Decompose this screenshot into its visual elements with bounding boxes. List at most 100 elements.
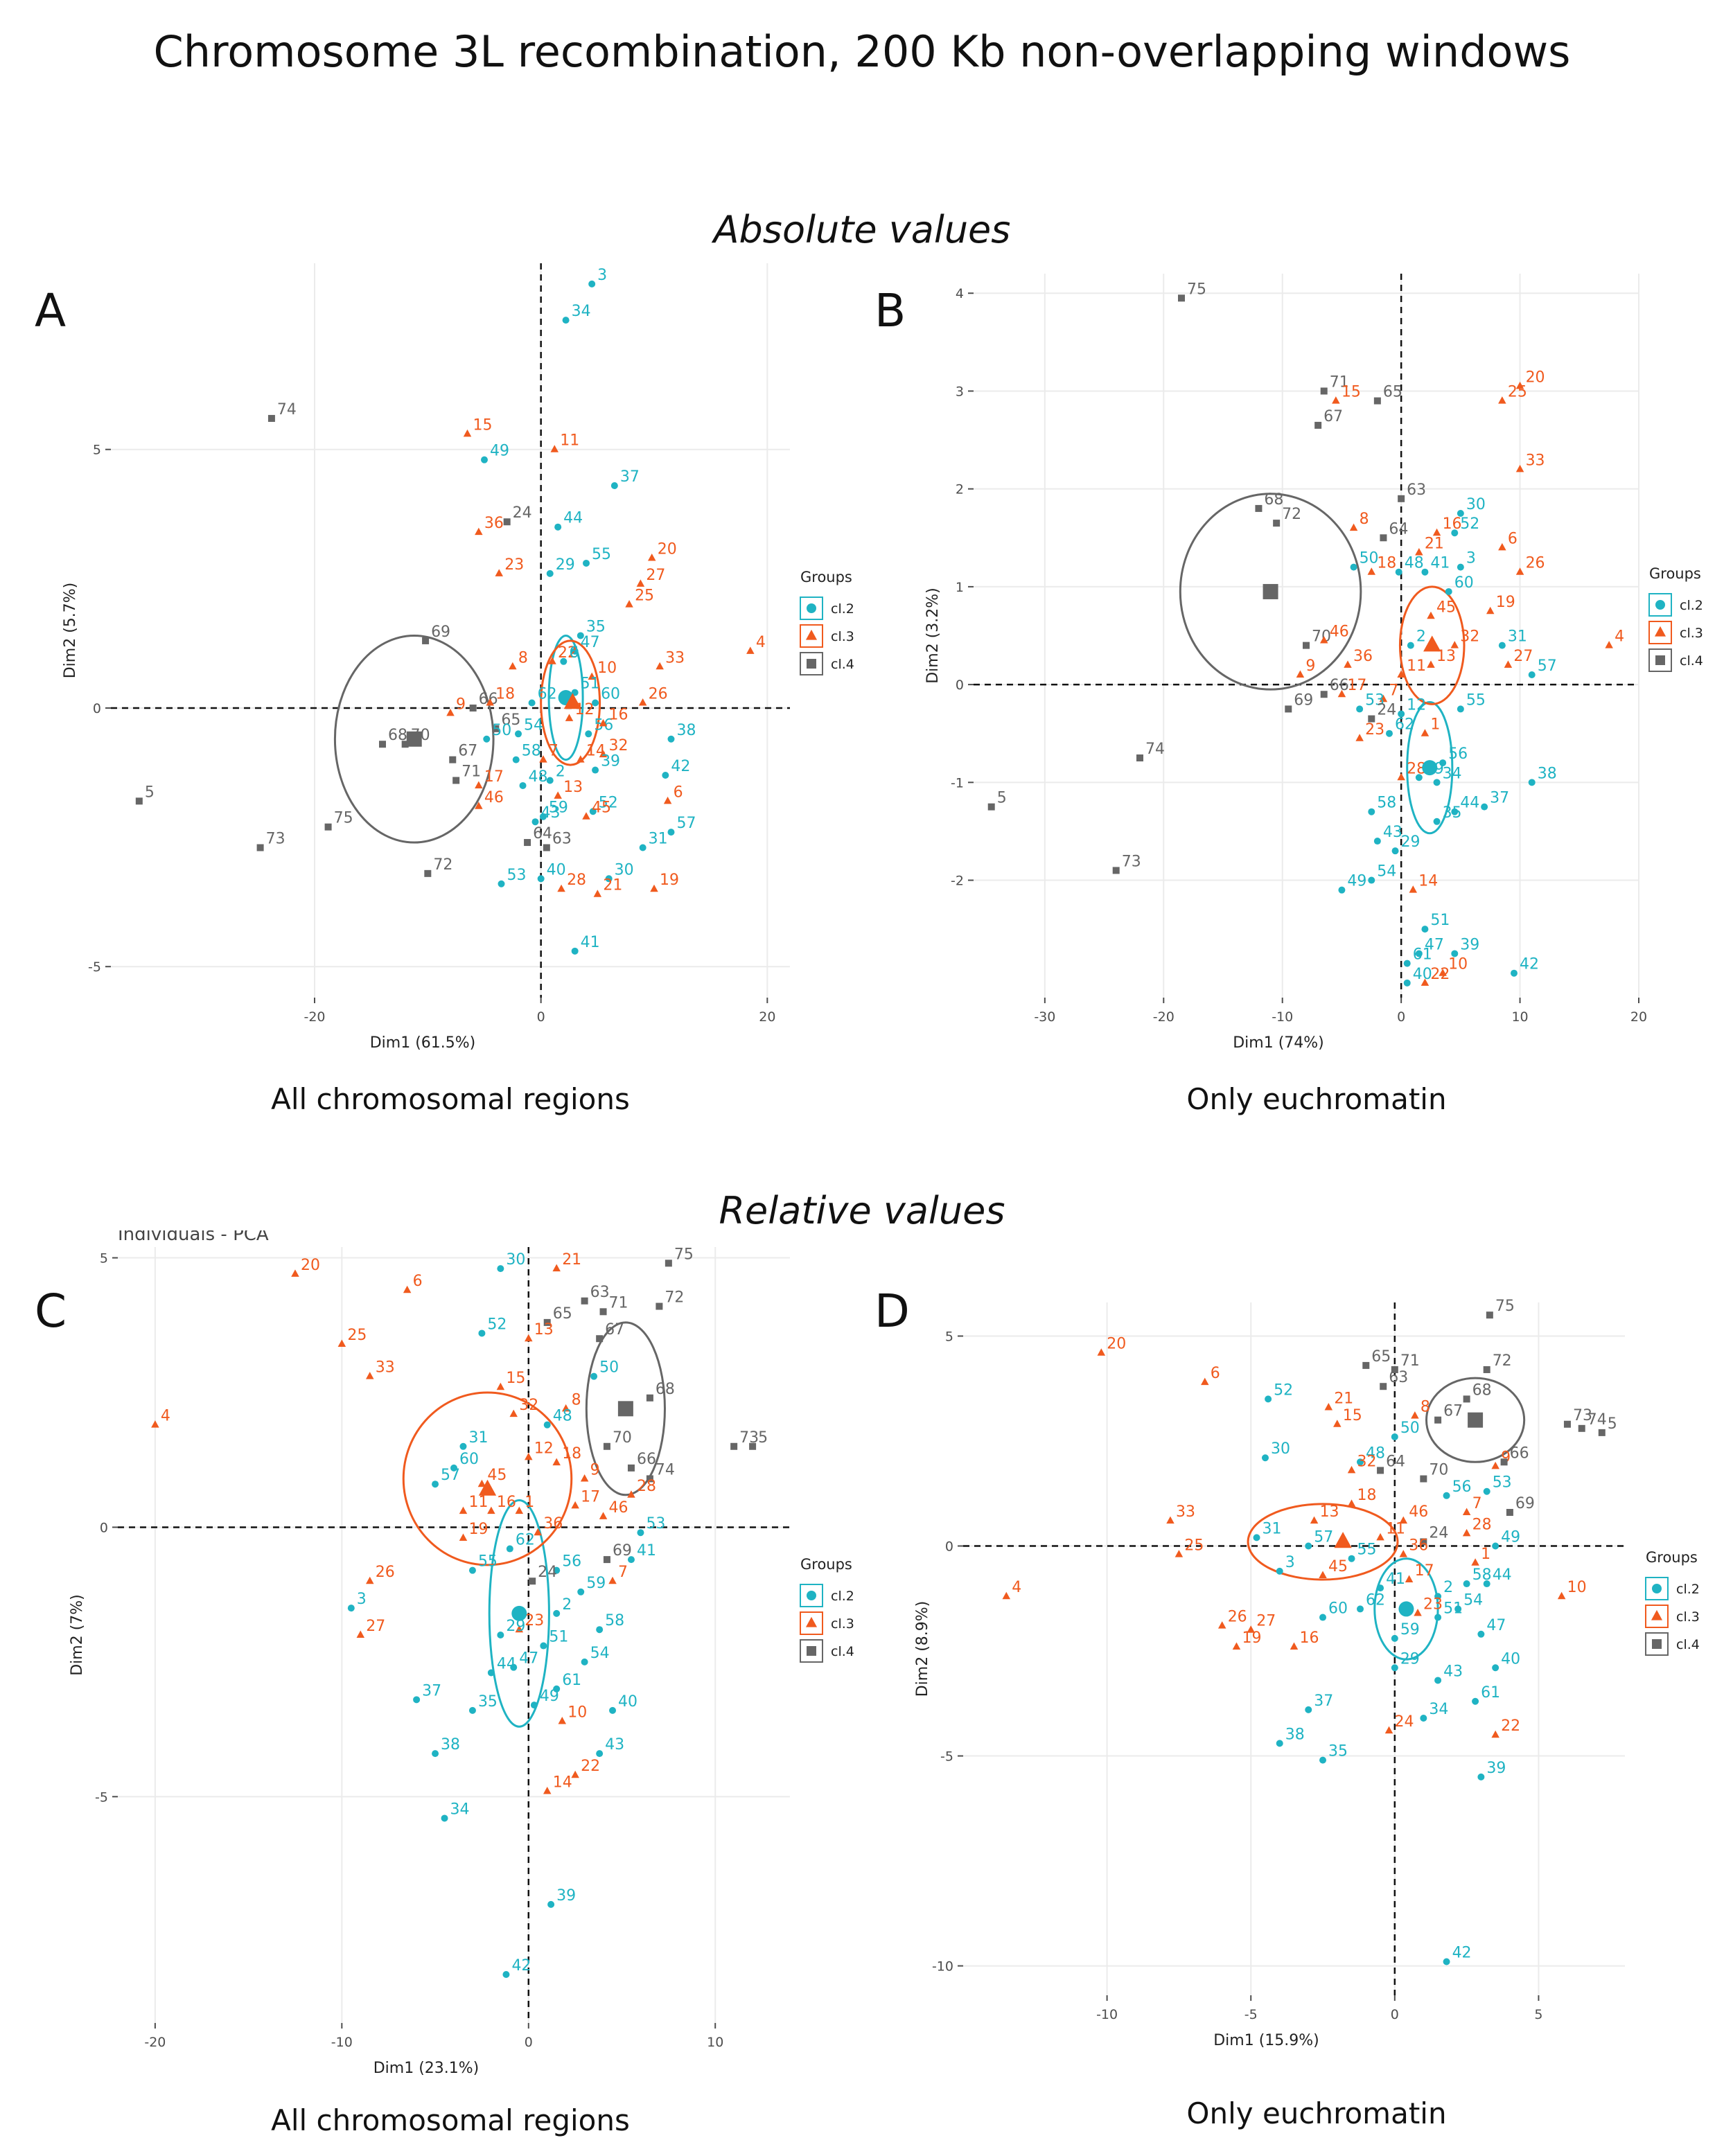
- point-marker: [502, 1971, 510, 1978]
- point-marker: [1439, 969, 1447, 976]
- point-label: 66: [1330, 677, 1349, 694]
- point-label: 17: [1415, 1562, 1434, 1580]
- point-marker: [1515, 381, 1524, 389]
- point-label: 26: [649, 686, 668, 703]
- point-marker: [557, 884, 565, 892]
- point-marker: [1506, 1509, 1513, 1517]
- point-marker: [469, 704, 477, 712]
- point-label: 36: [1353, 648, 1373, 665]
- point-label: 36: [484, 515, 504, 532]
- point-label: 60: [1328, 1600, 1348, 1618]
- point-label: 56: [562, 1553, 581, 1571]
- caption-c: All chromosomal regions: [271, 2103, 630, 2137]
- point-label: 6: [1508, 530, 1518, 547]
- legend-title: Groups: [1649, 565, 1701, 582]
- point-marker: [1457, 509, 1464, 517]
- y-tick-label: 5: [100, 1251, 108, 1266]
- point-label: 6: [569, 644, 579, 662]
- legend-key-cl3: [1651, 1609, 1663, 1620]
- point-label: 5: [145, 784, 155, 801]
- point-marker: [1348, 1555, 1355, 1562]
- point-marker: [543, 1421, 551, 1429]
- y-tick-label: -5: [88, 960, 101, 975]
- point-label: 65: [501, 712, 520, 729]
- point-marker: [446, 708, 455, 716]
- point-label: 32: [609, 737, 628, 754]
- point-marker: [1350, 563, 1357, 571]
- point-marker: [519, 781, 527, 789]
- point-marker: [1296, 670, 1305, 678]
- centroid-cl4: [406, 731, 422, 747]
- point-marker: [1491, 1730, 1499, 1738]
- point-marker: [1486, 1311, 1493, 1319]
- point-marker: [291, 1269, 299, 1277]
- point-marker: [1433, 779, 1441, 786]
- point-marker: [468, 1706, 476, 1714]
- point-marker: [571, 1501, 579, 1509]
- point-marker: [1310, 1516, 1319, 1524]
- point-label: 29: [506, 1618, 525, 1635]
- point-label: 28: [1472, 1516, 1492, 1533]
- point-label: 25: [1508, 384, 1527, 401]
- point-label: 62: [1366, 1591, 1385, 1609]
- point-marker: [639, 844, 646, 851]
- point-label: 38: [441, 1736, 460, 1753]
- point-label: 41: [1386, 1571, 1405, 1588]
- y-tick-label: 3: [956, 384, 964, 399]
- y-tick-label: 0: [945, 1539, 953, 1555]
- point-marker: [497, 1265, 504, 1273]
- point-marker: [530, 1702, 538, 1709]
- point-label: 4: [1012, 1579, 1021, 1596]
- point-label: 24: [513, 504, 532, 522]
- point-label: 3: [1285, 1554, 1295, 1571]
- y-axis-label: Dim2 (3.2%): [924, 587, 942, 684]
- legend: Groups cl.2 cl.3 cl.4: [800, 1556, 854, 1663]
- x-tick-label: -10: [1272, 1009, 1293, 1025]
- point-label: 46: [1330, 624, 1349, 641]
- point-label: 19: [1496, 594, 1515, 611]
- point-label: 41: [637, 1542, 656, 1559]
- point-label: 7: [618, 1564, 628, 1581]
- point-label: 26: [1526, 555, 1545, 572]
- point-marker: [497, 1632, 504, 1638]
- point-label: 4: [756, 634, 766, 651]
- point-label: 30: [615, 861, 634, 878]
- y-tick-label: -10: [932, 1959, 953, 1974]
- clipped-header: Individuals - PCA: [118, 1230, 269, 1243]
- point-label: 31: [1263, 1520, 1282, 1537]
- point-label: 46: [609, 1499, 628, 1517]
- legend-key-box: [800, 597, 823, 620]
- legend: Groups cl.2 cl.3 cl.4: [800, 569, 854, 675]
- section-title-absolute: Absolute values: [713, 208, 1011, 251]
- point-label: 15: [506, 1370, 525, 1387]
- point-label: 70: [1429, 1462, 1448, 1479]
- point-label: 21: [562, 1251, 581, 1269]
- point-marker: [581, 1658, 588, 1665]
- point-label: 22: [558, 644, 577, 662]
- ellipse-cl2: [488, 1499, 550, 1728]
- point-marker: [503, 518, 511, 526]
- point-marker: [1377, 1584, 1384, 1592]
- point-marker: [1376, 1532, 1384, 1541]
- point-label: 35: [1328, 1743, 1348, 1760]
- point-label: 42: [511, 1957, 531, 1974]
- point-label: 57: [1538, 657, 1557, 675]
- point-marker: [588, 672, 596, 680]
- caption-a: All chromosomal regions: [271, 1082, 630, 1116]
- point-marker: [565, 714, 574, 721]
- point-label: 26: [1228, 1609, 1247, 1626]
- legend-label: cl.3: [1680, 626, 1703, 641]
- point-marker: [1397, 670, 1405, 678]
- point-label: 42: [671, 758, 690, 775]
- point-marker: [593, 890, 602, 897]
- point-marker: [1357, 1605, 1364, 1613]
- point-marker: [543, 1318, 551, 1326]
- point-label: 34: [450, 1801, 470, 1818]
- caption-b: Only euchromatin: [1186, 1082, 1447, 1116]
- point-label: 16: [609, 706, 628, 723]
- point-marker: [1285, 705, 1292, 713]
- point-marker: [546, 569, 554, 577]
- point-label: 61: [562, 1672, 581, 1689]
- point-label: 28: [567, 872, 586, 889]
